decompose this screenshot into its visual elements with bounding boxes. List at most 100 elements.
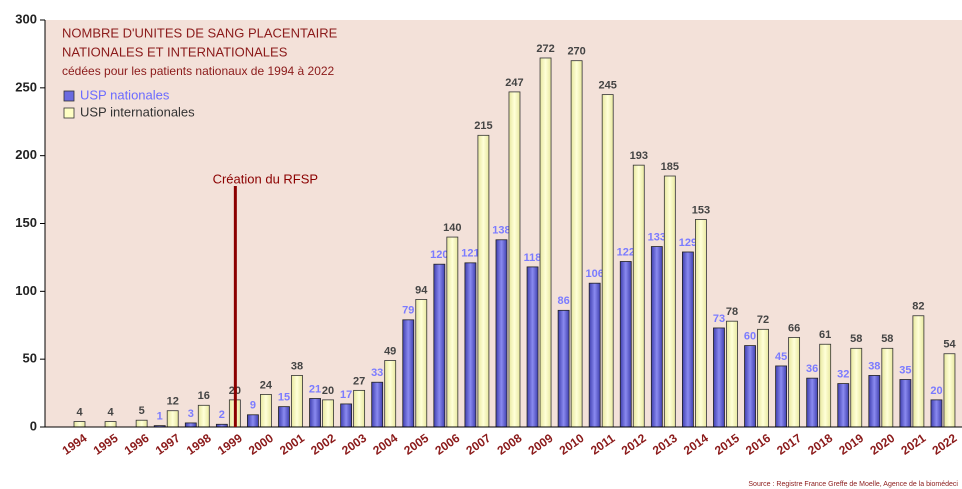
bar [526,266,539,428]
legend-label: USP internationales [80,104,195,119]
data-label: 106 [586,268,604,280]
data-label: 21 [309,383,321,395]
data-label: 121 [461,248,479,260]
chart-title: NOMBRE D'UNITES DE SANG PLACENTAIRE [62,25,338,40]
bar [353,389,366,428]
x-tick-label: 2014 [681,431,711,458]
data-label: 20 [930,385,942,397]
data-label: 24 [260,379,273,391]
data-label: 247 [505,77,523,89]
x-tick-label: 2021 [898,431,928,458]
y-tick-label: 200 [15,147,37,162]
data-label: 86 [557,295,569,307]
bar [682,251,694,428]
data-label: 94 [415,284,428,296]
bar [260,394,272,428]
bar [73,421,86,428]
bar [371,381,384,428]
data-label: 78 [726,306,738,318]
x-tick-label: 2009 [526,431,556,458]
x-tick-label: 2017 [774,431,804,458]
data-label: 2 [219,409,225,421]
bar [850,347,863,428]
y-tick-label: 0 [30,418,37,433]
data-label: 58 [881,333,893,345]
bar [495,239,508,428]
bar [415,299,428,428]
bar [788,337,801,428]
data-label: 118 [524,252,542,264]
data-label: 193 [630,150,648,162]
x-tick-label: 2018 [805,431,835,458]
data-label: 27 [353,375,365,387]
data-label: 72 [757,314,769,326]
x-tick-label: 2007 [463,431,493,458]
bar [508,91,521,428]
data-label: 45 [775,351,787,363]
y-tick-label: 100 [15,283,37,298]
bar [166,410,179,428]
data-label: 5 [139,405,145,417]
data-label: 15 [278,392,290,404]
data-label: 38 [291,360,303,372]
y-tick-label: 300 [15,11,37,26]
data-label: 3 [188,408,194,420]
x-tick-label: 2015 [712,431,742,458]
bar [930,399,943,428]
bar [695,219,707,428]
bar [881,347,894,428]
data-label: 36 [806,363,818,375]
bar [650,246,663,428]
bar [309,398,321,428]
x-tick-label: 2004 [370,431,400,458]
bar [619,261,632,428]
bar [837,383,850,428]
bar [757,328,769,428]
x-tick-label: 2013 [650,431,680,458]
data-label: 4 [108,406,115,418]
x-tick-label: 2002 [308,431,338,458]
data-label: 122 [617,246,635,258]
data-label: 33 [371,367,383,379]
bar [291,375,303,428]
legend-swatch [63,107,75,119]
x-tick-label: 2011 [588,431,618,458]
data-label: 17 [340,389,352,401]
bar [433,263,446,428]
bar [477,134,490,428]
bar [726,320,738,428]
bar [539,57,552,428]
bar [557,309,570,428]
data-label: 270 [567,46,585,58]
data-label: 129 [679,237,697,249]
x-tick-label: 2019 [836,431,866,458]
bar [278,406,290,428]
data-label: 32 [837,368,849,380]
bar [943,353,956,428]
data-label: 185 [661,161,679,173]
data-label: 16 [198,390,210,402]
x-tick-label: 1998 [184,431,214,458]
bar [464,262,477,428]
chart-subtitle: cédées pour les patients nationaux de 19… [62,64,335,78]
bar [135,419,148,428]
bar [713,327,725,428]
x-tick-label: 1997 [153,431,183,458]
data-label: 245 [599,80,617,92]
bar [588,282,601,428]
data-label: 4 [76,406,83,418]
annotation-text: Création du RFSP [213,171,319,186]
x-tick-label: 2012 [619,431,649,458]
bar [340,403,353,428]
data-label: 138 [492,225,510,237]
y-tick-label: 150 [15,215,37,230]
data-label: 73 [713,313,725,325]
x-tick-label: 2022 [930,431,960,458]
data-label: 61 [819,329,831,341]
bar [601,94,614,428]
bar [104,421,117,428]
bar [322,399,334,428]
data-label: 66 [788,322,800,334]
legend-swatch [63,90,75,102]
x-tick-label: 2001 [277,431,307,458]
